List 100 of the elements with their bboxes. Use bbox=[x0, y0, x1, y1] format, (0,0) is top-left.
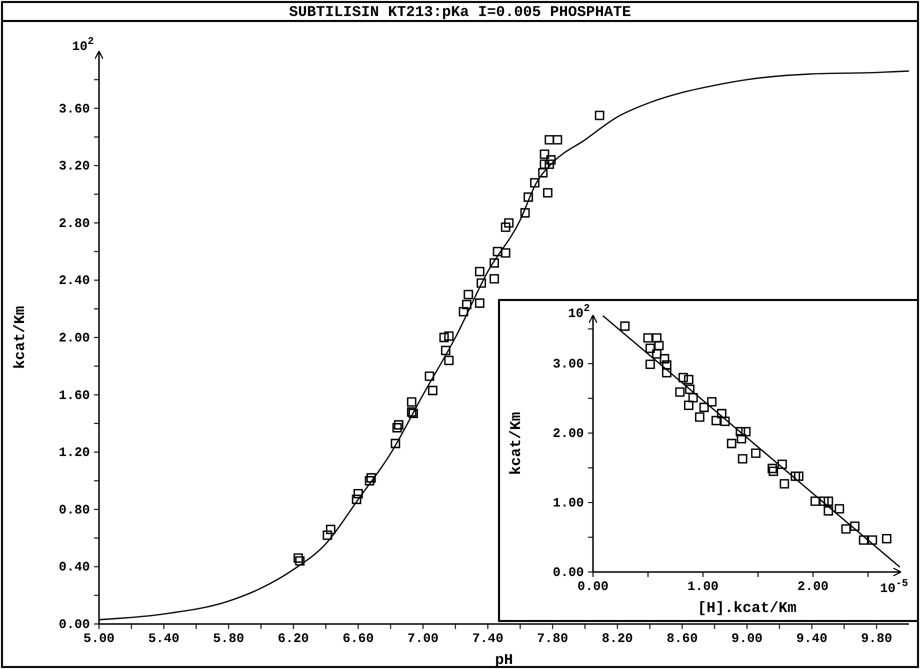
point bbox=[552, 135, 562, 145]
point bbox=[504, 218, 514, 228]
x-axis-title: pH bbox=[494, 652, 514, 669]
point bbox=[476, 278, 486, 288]
y-tick-label: 1.60 bbox=[58, 388, 90, 403]
point bbox=[475, 266, 484, 276]
point bbox=[768, 466, 778, 476]
point bbox=[540, 149, 550, 159]
point bbox=[428, 386, 438, 396]
y-tick-label: 0.00 bbox=[58, 617, 90, 632]
point bbox=[444, 331, 454, 341]
point bbox=[675, 387, 685, 397]
point bbox=[660, 354, 670, 364]
point bbox=[751, 448, 760, 458]
point bbox=[736, 426, 746, 436]
point bbox=[685, 384, 694, 394]
point bbox=[678, 372, 688, 382]
point bbox=[540, 159, 550, 169]
point bbox=[544, 135, 554, 145]
point bbox=[295, 556, 305, 566]
point bbox=[366, 473, 376, 483]
y-axis-title: kcat/Km bbox=[12, 306, 29, 370]
point bbox=[406, 397, 416, 407]
point bbox=[712, 416, 721, 426]
point bbox=[490, 258, 499, 268]
point bbox=[294, 553, 303, 563]
point bbox=[662, 360, 672, 370]
point bbox=[684, 374, 694, 384]
point bbox=[543, 188, 552, 198]
point bbox=[790, 471, 800, 481]
point bbox=[524, 192, 533, 202]
point bbox=[440, 346, 450, 356]
point bbox=[652, 333, 662, 343]
point bbox=[394, 420, 404, 430]
x-tick-label: 7.80 bbox=[536, 631, 568, 646]
point bbox=[699, 402, 709, 412]
point bbox=[707, 397, 716, 407]
y-tick-label: 1.00 bbox=[552, 496, 584, 511]
x-tick-label: 9.80 bbox=[860, 631, 892, 646]
point bbox=[439, 332, 449, 342]
point bbox=[646, 360, 655, 370]
point bbox=[684, 400, 694, 410]
point bbox=[738, 454, 748, 464]
text: 10$^{2}$ bbox=[72, 36, 94, 54]
x-tick-label: 8.60 bbox=[666, 631, 698, 646]
point bbox=[778, 460, 787, 470]
x-tick-label: 6.60 bbox=[342, 631, 374, 646]
x-tick-label: 8.20 bbox=[602, 631, 634, 646]
point bbox=[354, 488, 363, 498]
point bbox=[736, 434, 746, 444]
point bbox=[868, 535, 878, 545]
y-tick-label: 0.00 bbox=[552, 565, 584, 580]
y-tick-label: 2.80 bbox=[58, 216, 90, 231]
point bbox=[824, 506, 834, 516]
point bbox=[424, 371, 434, 381]
point bbox=[444, 356, 454, 366]
annotation: 10$^{-5}$ bbox=[880, 578, 908, 596]
point bbox=[546, 155, 556, 165]
point bbox=[768, 464, 777, 474]
x-tick-label: 5.40 bbox=[148, 631, 180, 646]
y-tick-label: 3.20 bbox=[58, 158, 90, 174]
point bbox=[646, 344, 655, 354]
point bbox=[326, 524, 336, 534]
point bbox=[500, 248, 510, 258]
point bbox=[819, 496, 829, 506]
x-tick-label: 1.00 bbox=[687, 579, 719, 594]
point bbox=[520, 208, 530, 218]
point bbox=[544, 159, 554, 169]
chart-title: SUBTILISIN KT213:pKa I=0.005 PHOSPHATE bbox=[288, 4, 632, 21]
point bbox=[530, 178, 540, 188]
x-tick-label: 7.00 bbox=[407, 631, 439, 646]
x-tick-label: 9.40 bbox=[796, 631, 828, 646]
point bbox=[720, 416, 730, 426]
x-tick-label: 6.20 bbox=[278, 631, 310, 646]
x-axis-title: [H].kcat/Km bbox=[697, 600, 797, 617]
point bbox=[780, 479, 790, 488]
y-tick-label: 3.60 bbox=[58, 101, 90, 116]
point bbox=[824, 496, 834, 506]
point bbox=[500, 222, 510, 232]
point bbox=[741, 426, 751, 436]
point bbox=[858, 535, 868, 545]
y-tick-label: 2.00 bbox=[58, 330, 90, 346]
y-tick-label: 2.00 bbox=[552, 426, 584, 442]
y-tick-label: 0.80 bbox=[58, 502, 90, 518]
y-tick-label: 0.40 bbox=[58, 560, 90, 575]
point bbox=[322, 530, 332, 540]
x-tick-label: 0.00 bbox=[577, 579, 609, 594]
point bbox=[464, 290, 474, 300]
point bbox=[643, 333, 653, 343]
y-axis-title: kcat/Km bbox=[508, 412, 525, 476]
point bbox=[364, 476, 374, 486]
point bbox=[492, 246, 502, 256]
point bbox=[662, 368, 672, 378]
y-tick-label: 3.00 bbox=[552, 356, 584, 372]
point bbox=[841, 524, 851, 534]
point bbox=[538, 168, 548, 178]
point bbox=[695, 412, 704, 422]
point bbox=[654, 340, 664, 350]
y-tick-label: 1.20 bbox=[58, 445, 90, 460]
point bbox=[352, 494, 362, 504]
